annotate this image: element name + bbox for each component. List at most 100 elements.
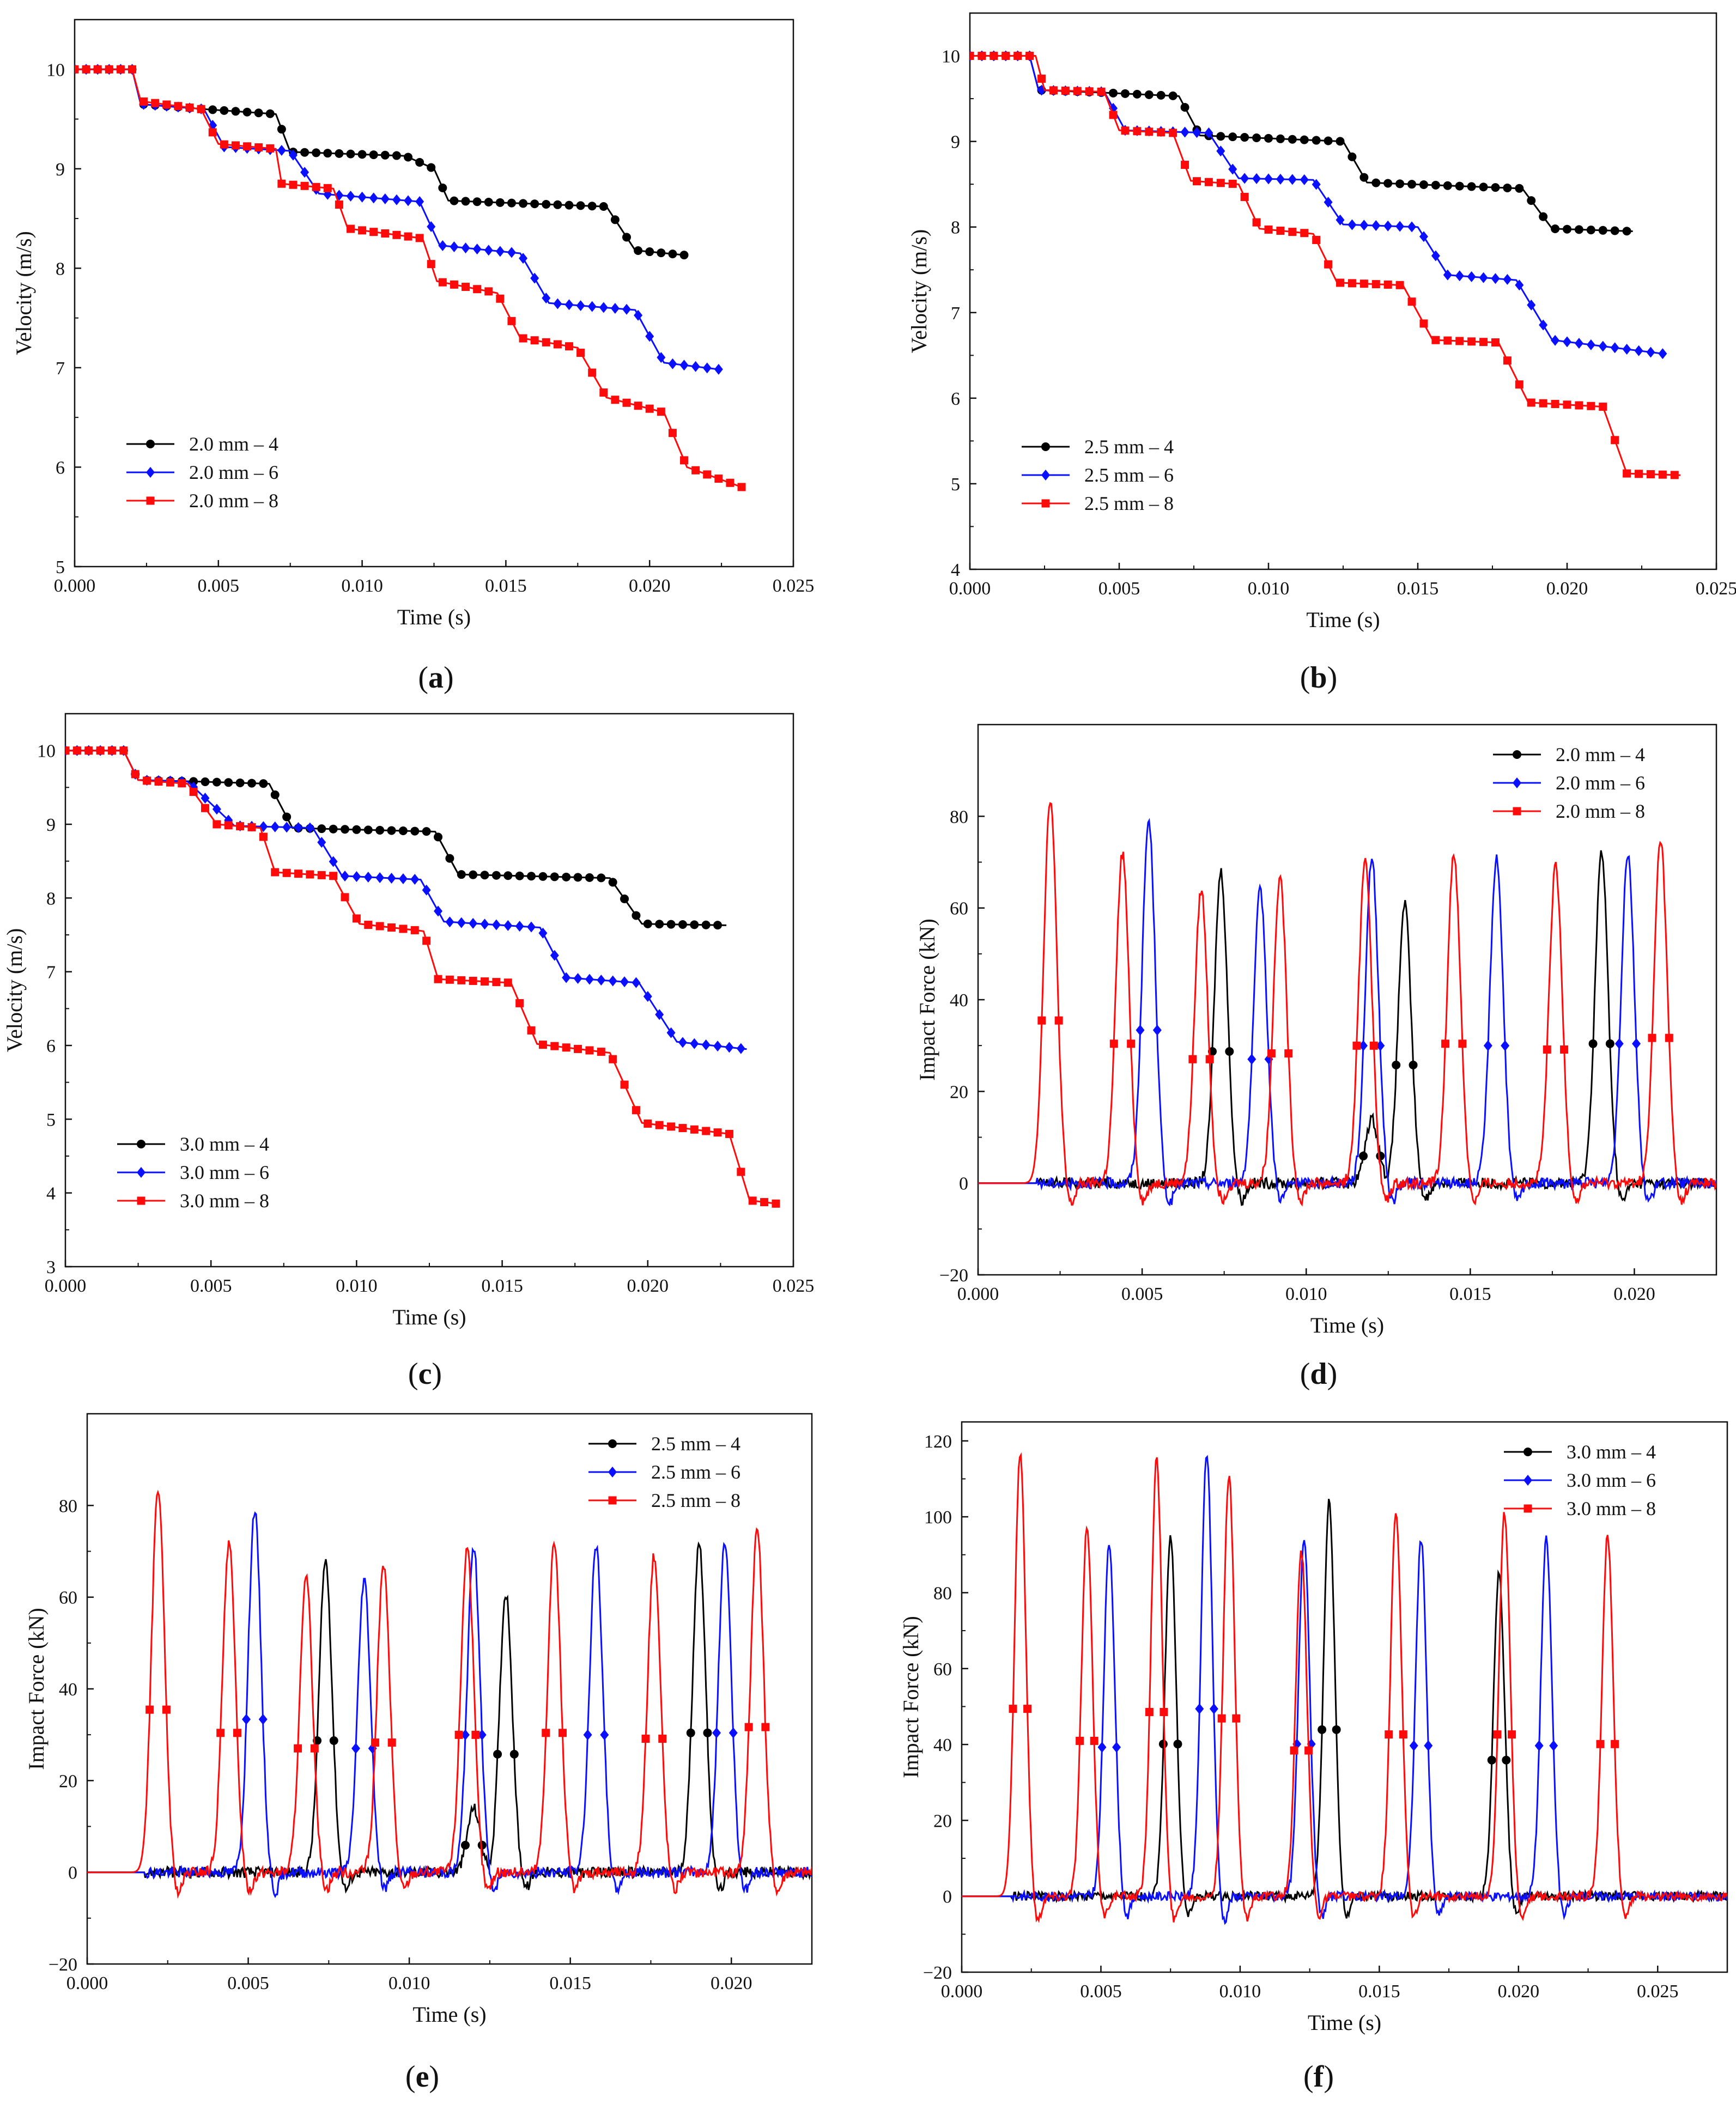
data-point <box>970 52 974 60</box>
data-point <box>772 1199 780 1208</box>
data-point <box>1168 91 1177 100</box>
data-point <box>201 804 210 812</box>
caption-letter: f <box>1314 2060 1325 2094</box>
data-point <box>480 919 489 930</box>
data-point <box>1332 1725 1341 1734</box>
data-point <box>576 201 585 210</box>
data-point <box>266 144 275 153</box>
data-point <box>744 1723 753 1731</box>
data-point <box>422 884 431 896</box>
data-point <box>305 822 314 834</box>
data-point <box>410 826 420 836</box>
data-point <box>422 827 431 836</box>
data-point <box>1455 181 1464 191</box>
series-line <box>970 55 1663 355</box>
data-point <box>632 977 641 988</box>
data-point <box>410 873 420 885</box>
legend-item: 2.0 mm – 4 <box>126 433 278 455</box>
data-point <box>1013 52 1022 60</box>
data-point <box>1575 401 1583 410</box>
data-point <box>1479 338 1488 346</box>
data-point <box>294 869 303 878</box>
data-point <box>1023 1705 1032 1713</box>
data-point <box>553 200 562 209</box>
data-point <box>427 221 436 232</box>
data-point <box>242 107 252 117</box>
data-point <box>645 247 654 257</box>
data-point <box>1376 1040 1385 1051</box>
legend-label: 2.5 mm – 8 <box>1084 492 1174 514</box>
data-point <box>363 825 373 835</box>
data-point <box>643 990 652 1002</box>
data-point <box>1180 103 1189 112</box>
data-point <box>387 923 396 932</box>
data-point <box>519 334 527 343</box>
caption-close: ) <box>444 661 454 695</box>
data-point <box>1061 86 1070 95</box>
x-tick-label: 0.020 <box>627 1276 669 1296</box>
legend-item: 3.0 mm – 8 <box>117 1190 269 1212</box>
data-point <box>271 868 280 877</box>
plot-area <box>978 802 1716 1207</box>
data-point <box>445 975 454 984</box>
data-point <box>645 331 654 342</box>
data-point <box>1527 398 1535 407</box>
series-3 <box>87 1489 812 1899</box>
x-tick-label: 0.000 <box>66 1973 108 1993</box>
legend-swatch-marker <box>1523 1504 1532 1513</box>
data-point <box>666 1027 676 1038</box>
data-point <box>1247 1054 1257 1065</box>
x-tick-label: 0.020 <box>1498 1981 1540 2002</box>
data-point <box>116 65 125 74</box>
data-point <box>1443 336 1452 345</box>
data-point <box>1216 179 1225 187</box>
data-point <box>1658 470 1667 479</box>
data-point <box>515 921 524 932</box>
data-point <box>1156 90 1166 100</box>
data-point <box>329 1736 338 1746</box>
data-point <box>335 149 344 158</box>
data-point <box>213 820 221 829</box>
data-point <box>236 822 245 831</box>
data-point <box>644 1119 652 1128</box>
legend-swatch-marker <box>1041 442 1050 451</box>
y-tick-label: 5 <box>951 475 960 495</box>
data-point <box>641 1734 650 1743</box>
data-point <box>1392 1060 1401 1069</box>
legend-label: 3.0 mm – 8 <box>180 1190 269 1212</box>
data-point <box>1515 380 1523 389</box>
legend-swatch-marker <box>1513 807 1521 816</box>
data-point <box>690 1125 699 1134</box>
x-axis-label: Time (s) <box>1306 607 1380 632</box>
data-point <box>346 191 355 202</box>
data-point <box>1443 269 1452 281</box>
data-point <box>702 362 712 374</box>
data-point <box>1324 260 1333 269</box>
data-point <box>1267 1049 1276 1058</box>
data-point <box>477 1729 487 1741</box>
data-point <box>1508 1730 1516 1739</box>
data-point <box>457 917 466 928</box>
data-point <box>282 868 291 877</box>
data-point <box>1132 89 1142 99</box>
data-point <box>352 871 361 882</box>
data-point <box>1503 183 1512 192</box>
caption-open: ( <box>418 661 428 695</box>
caption-letter: a <box>428 661 444 695</box>
data-point <box>542 293 551 304</box>
legend-swatch-marker <box>1041 499 1050 508</box>
data-point <box>515 999 524 1007</box>
data-point <box>1515 184 1524 193</box>
data-point <box>1359 1040 1368 1051</box>
data-point <box>599 302 608 313</box>
data-point <box>1563 400 1571 409</box>
data-point <box>212 777 221 787</box>
data-point <box>472 197 482 206</box>
data-point <box>438 183 447 192</box>
data-point <box>1611 1740 1619 1748</box>
data-point <box>622 233 631 242</box>
data-point <box>658 1734 667 1743</box>
data-point <box>220 140 228 149</box>
data-point <box>527 1026 536 1035</box>
data-point <box>1376 1151 1385 1160</box>
